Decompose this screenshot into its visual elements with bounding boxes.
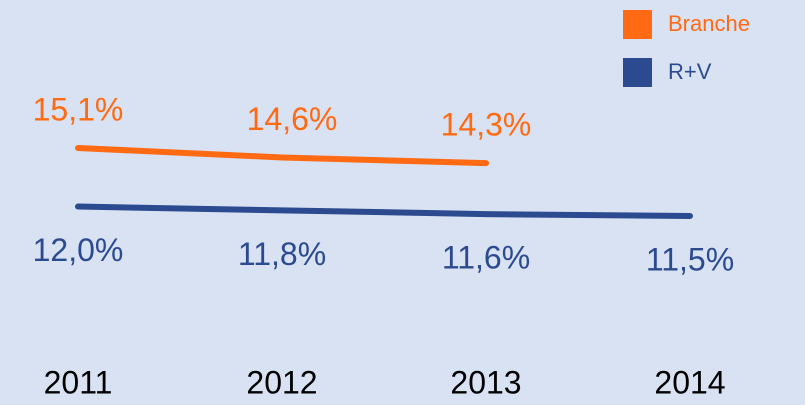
data-label: 15,1% — [33, 91, 124, 127]
line — [75, 203, 693, 219]
data-label: 11,6% — [442, 240, 530, 276]
data-label: 12,0% — [33, 232, 124, 268]
legend-label: R+V — [668, 59, 712, 84]
x-tick-label: 2012 — [246, 364, 317, 400]
data-label: 11,8% — [238, 236, 326, 272]
x-tick-label: 2011 — [44, 364, 113, 400]
data-label: 11,5% — [646, 241, 734, 277]
line — [75, 145, 489, 167]
legend-label: Branche — [668, 11, 750, 36]
legend-swatch — [623, 10, 652, 39]
x-tick-label: 2013 — [450, 364, 521, 400]
data-label: 14,6% — [247, 101, 338, 137]
data-label: 14,3% — [441, 107, 532, 143]
x-tick-label: 2014 — [654, 364, 725, 400]
legend-swatch — [623, 58, 652, 87]
